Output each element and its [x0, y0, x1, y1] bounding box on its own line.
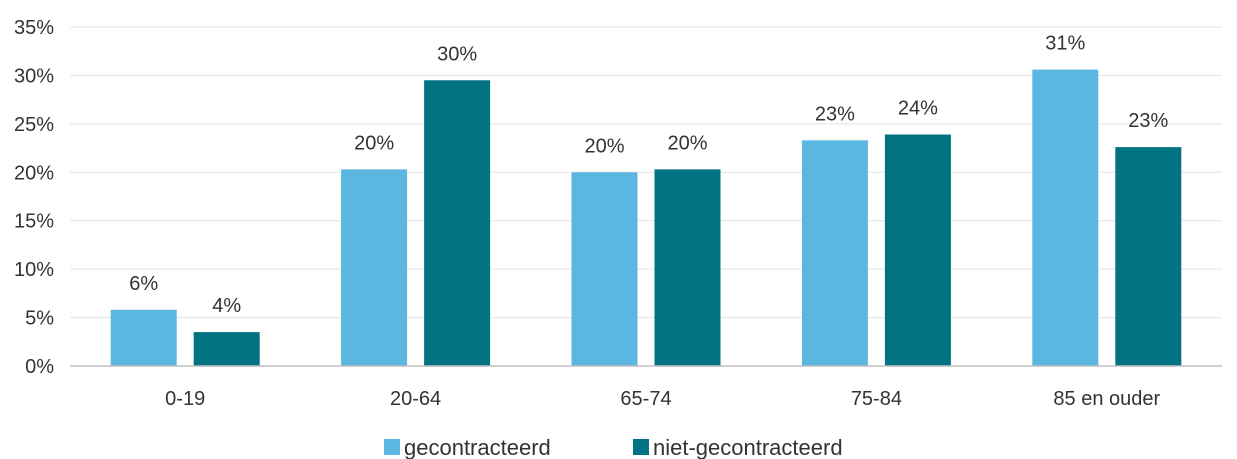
bar-gecontracteerd-20-64: [341, 169, 408, 366]
bar-niet-gecontracteerd-85 en ouder: [1115, 147, 1182, 366]
y-axis-ticks: 0% 5% 10% 15% 20% 25% 30% 35%: [14, 17, 54, 378]
data-label: 20%: [354, 132, 394, 154]
y-tick-label: 10%: [14, 259, 54, 281]
data-label: 23%: [1128, 110, 1168, 132]
data-label: 20%: [584, 135, 624, 157]
legend: gecontracteerd niet-gecontracteerd: [384, 435, 843, 459]
bar-gecontracteerd-0-19: [110, 309, 177, 366]
bar-niet-gecontracteerd-75-84: [884, 134, 951, 366]
y-tick-label: 15%: [14, 211, 54, 233]
x-tick-label: 20-64: [390, 388, 441, 410]
x-tick-label: 75-84: [851, 388, 902, 410]
y-tick-label: 30%: [14, 65, 54, 87]
data-label: 20%: [667, 132, 707, 154]
legend-label: niet-gecontracteerd: [653, 435, 843, 459]
legend-swatch-niet-gecontracteerd: [633, 439, 649, 455]
y-tick-label: 35%: [14, 17, 54, 39]
data-label: 23%: [815, 103, 855, 125]
bar-niet-gecontracteerd-20-64: [424, 80, 491, 367]
x-tick-label: 65-74: [620, 388, 671, 410]
bars: [110, 69, 1182, 367]
data-label: 4%: [212, 295, 241, 317]
bar-gecontracteerd-85 en ouder: [1032, 69, 1099, 367]
gridlines: [70, 26, 1222, 319]
bar-niet-gecontracteerd-0-19: [193, 332, 260, 366]
x-tick-label: 0-19: [165, 388, 205, 410]
bar-gecontracteerd-75-84: [801, 140, 868, 366]
y-tick-label: 25%: [14, 114, 54, 136]
y-tick-label: 5%: [25, 308, 54, 330]
bar-niet-gecontracteerd-65-74: [654, 169, 721, 366]
legend-label: gecontracteerd: [404, 435, 551, 459]
data-label: 6%: [129, 273, 158, 295]
x-tick-label: 85 en ouder: [1053, 388, 1160, 410]
legend-swatch-gecontracteerd: [384, 439, 400, 455]
x-axis-ticks: 0-19 20-64 65-74 75-84 85 en ouder: [165, 388, 1160, 410]
data-label: 31%: [1045, 33, 1085, 55]
y-tick-label: 0%: [25, 356, 54, 378]
y-tick-label: 20%: [14, 162, 54, 184]
bar-gecontracteerd-65-74: [571, 172, 638, 366]
data-labels: 6% 4% 20% 30% 20% 20% 23% 24% 31% 23%: [129, 33, 1168, 317]
data-label: 30%: [437, 43, 477, 65]
data-label: 24%: [898, 98, 938, 120]
